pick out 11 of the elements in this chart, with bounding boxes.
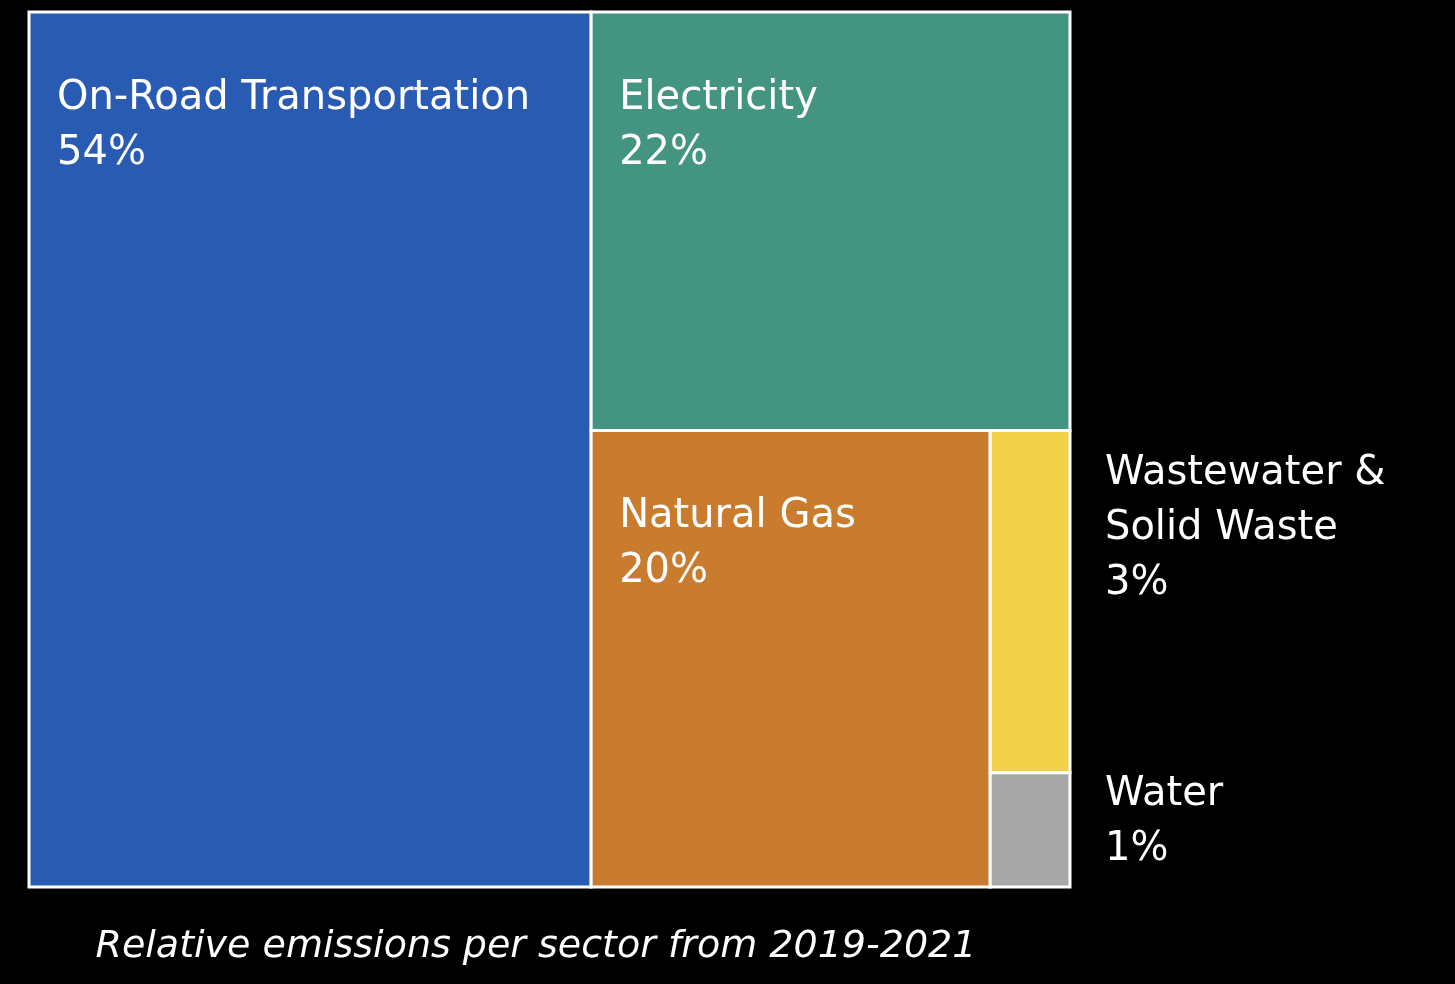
category-label: Water [1105, 767, 1224, 814]
data-label: 20% [619, 545, 709, 592]
category-label: Electricity [619, 72, 818, 118]
category-label: On-Road Transportation [57, 72, 531, 118]
category-label: Wastewater & Solid Waste [1105, 447, 1386, 549]
data-label: 54% [57, 127, 146, 173]
category-label: Natural Gas [619, 490, 856, 537]
data-label: 1% [1105, 822, 1169, 869]
text: Relative emissions per sector from 2019-2021 [95, 921, 977, 966]
data-label: 22% [619, 127, 709, 173]
data-label: 3% [1105, 557, 1169, 604]
